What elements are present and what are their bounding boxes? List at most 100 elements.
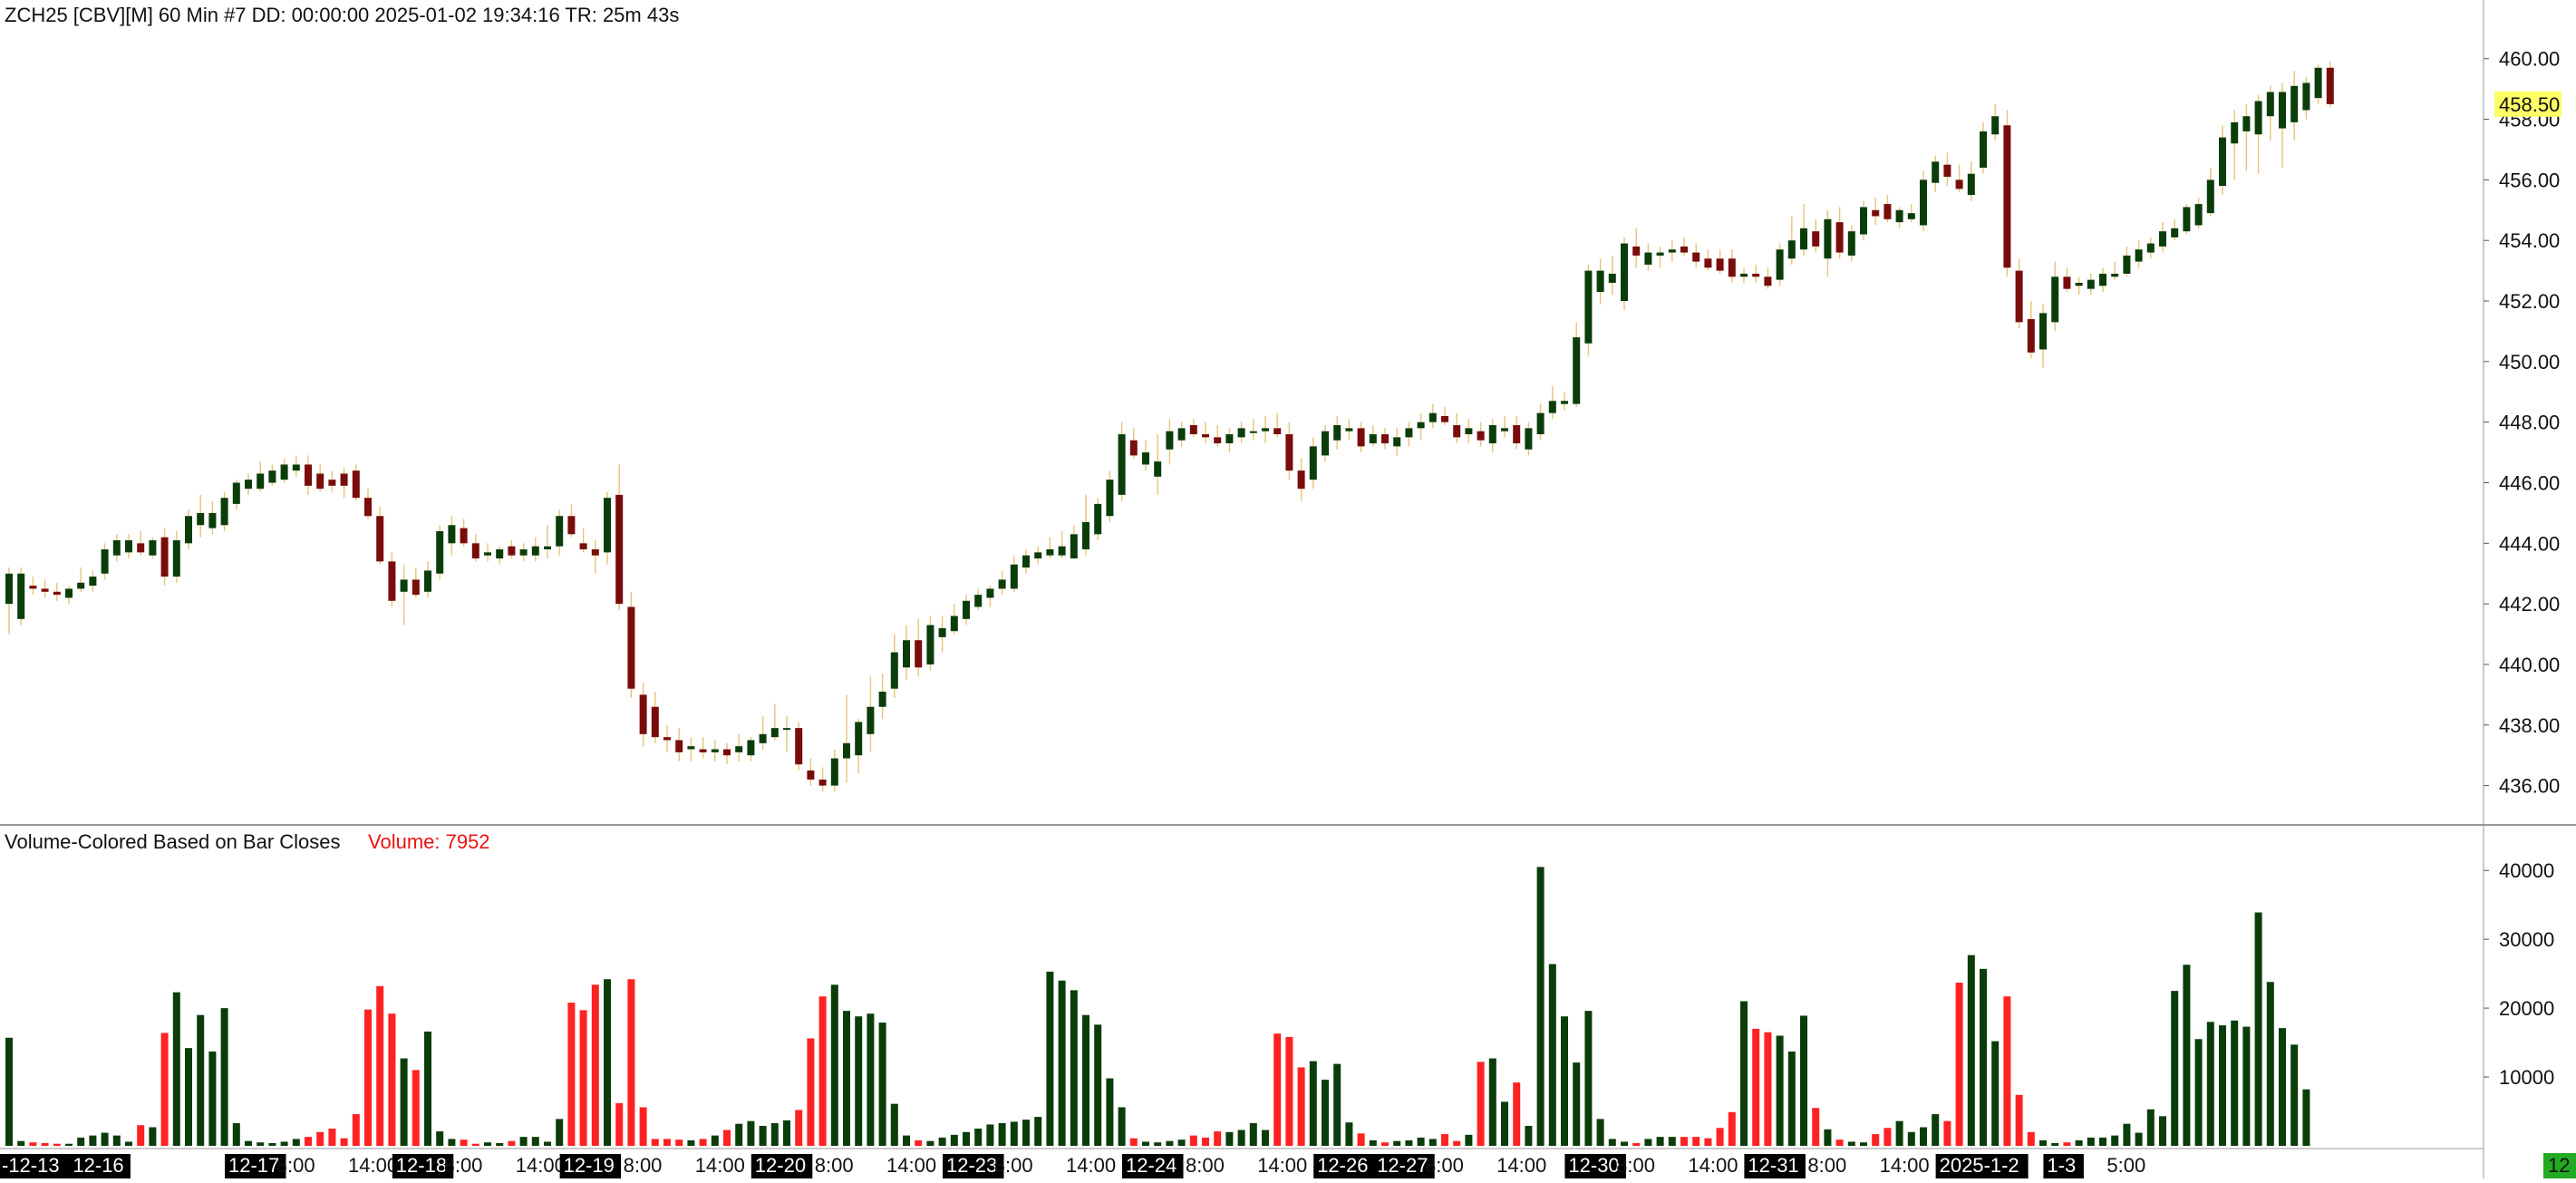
- volume-bar[interactable]: [1189, 1135, 1197, 1146]
- price-candle[interactable]: [1273, 428, 1282, 435]
- price-candle[interactable]: [1477, 431, 1485, 441]
- price-candle[interactable]: [2123, 255, 2131, 274]
- volume-bar[interactable]: [1118, 1107, 1126, 1146]
- volume-bar[interactable]: [2254, 912, 2262, 1146]
- price-candle[interactable]: [305, 464, 312, 486]
- price-candle[interactable]: [1177, 428, 1186, 441]
- volume-bar[interactable]: [1262, 1130, 1269, 1146]
- volume-bar[interactable]: [1488, 1058, 1496, 1146]
- price-candle[interactable]: [376, 516, 384, 562]
- volume-bar[interactable]: [65, 1143, 73, 1146]
- volume-bar[interactable]: [1202, 1137, 1209, 1146]
- volume-bar[interactable]: [2027, 1131, 2035, 1146]
- volume-bar[interactable]: [5, 1037, 13, 1146]
- volume-bar[interactable]: [1058, 980, 1066, 1146]
- price-candle[interactable]: [508, 546, 516, 556]
- volume-bar[interactable]: [915, 1139, 923, 1146]
- volume-bar[interactable]: [770, 1122, 779, 1146]
- volume-bar[interactable]: [1034, 1117, 1042, 1146]
- price-candle[interactable]: [735, 746, 743, 752]
- volume-bar[interactable]: [604, 979, 611, 1146]
- volume-bar[interactable]: [855, 1016, 863, 1146]
- volume-bar[interactable]: [1835, 1139, 1844, 1146]
- price-candle[interactable]: [364, 498, 372, 517]
- price-candle[interactable]: [1428, 412, 1437, 422]
- price-candle[interactable]: [172, 539, 180, 577]
- volume-bar[interactable]: [1740, 1001, 1748, 1147]
- price-candle[interactable]: [1453, 425, 1461, 438]
- price-candle[interactable]: [2279, 92, 2286, 129]
- price-candle[interactable]: [220, 498, 228, 526]
- price-candle[interactable]: [531, 546, 539, 556]
- volume-bar[interactable]: [17, 1140, 25, 1146]
- price-candle[interactable]: [125, 539, 132, 553]
- volume-bar[interactable]: [1872, 1134, 1880, 1146]
- volume-bar[interactable]: [2219, 1025, 2226, 1146]
- volume-bar[interactable]: [1644, 1139, 1652, 1146]
- volume-bar[interactable]: [1477, 1062, 1485, 1146]
- price-candle[interactable]: [1309, 446, 1317, 480]
- volume-bar[interactable]: [998, 1122, 1006, 1146]
- volume-bar[interactable]: [807, 1038, 815, 1146]
- price-candle[interactable]: [1872, 209, 1880, 217]
- price-candle[interactable]: [867, 706, 875, 734]
- volume-bar[interactable]: [1884, 1128, 1892, 1146]
- price-candle[interactable]: [699, 749, 707, 752]
- volume-bar[interactable]: [818, 996, 827, 1146]
- volume-bar[interactable]: [2039, 1139, 2047, 1146]
- price-candle[interactable]: [1034, 552, 1042, 559]
- price-candle[interactable]: [1573, 337, 1581, 404]
- volume-bar[interactable]: [974, 1129, 983, 1146]
- volume-bar[interactable]: [149, 1127, 157, 1146]
- volume-bar[interactable]: [1608, 1139, 1616, 1146]
- volume-bar[interactable]: [1465, 1134, 1473, 1146]
- price-candle[interactable]: [639, 694, 647, 734]
- volume-bar[interactable]: [1656, 1137, 1664, 1146]
- price-candle[interactable]: [257, 473, 265, 490]
- price-candle[interactable]: [1680, 246, 1688, 253]
- price-candle[interactable]: [1525, 428, 1533, 450]
- volume-bar[interactable]: [197, 1014, 205, 1146]
- volume-bar[interactable]: [687, 1139, 695, 1146]
- price-candle[interactable]: [1716, 258, 1724, 271]
- price-candle[interactable]: [1884, 204, 1892, 219]
- volume-bar[interactable]: [938, 1137, 946, 1146]
- price-candle[interactable]: [938, 627, 946, 637]
- volume-bar[interactable]: [1680, 1137, 1688, 1146]
- price-candle[interactable]: [280, 464, 288, 480]
- price-candle[interactable]: [1094, 503, 1102, 535]
- volume-bar[interactable]: [1932, 1114, 1940, 1146]
- volume-bar[interactable]: [544, 1141, 551, 1146]
- volume-bar[interactable]: [1082, 1014, 1089, 1146]
- price-candle[interactable]: [759, 733, 767, 743]
- volume-bar[interactable]: [1668, 1137, 1676, 1146]
- price-candle[interactable]: [1381, 434, 1389, 444]
- price-candle[interactable]: [53, 591, 61, 596]
- price-candle[interactable]: [770, 728, 779, 738]
- volume-bar[interactable]: [340, 1138, 348, 1146]
- price-candle[interactable]: [986, 588, 994, 598]
- price-candle[interactable]: [496, 549, 504, 559]
- volume-bar[interactable]: [125, 1141, 132, 1146]
- volume-bar[interactable]: [1812, 1108, 1820, 1146]
- price-candle[interactable]: [1106, 480, 1114, 517]
- volume-bar[interactable]: [1142, 1141, 1149, 1146]
- price-candle[interactable]: [544, 546, 551, 549]
- price-candle[interactable]: [1644, 252, 1652, 265]
- price-candle[interactable]: [160, 537, 169, 577]
- price-candle[interactable]: [2111, 273, 2119, 277]
- price-candle[interactable]: [2015, 270, 2023, 323]
- volume-bar[interactable]: [1154, 1142, 1162, 1146]
- volume-bar[interactable]: [2159, 1116, 2166, 1146]
- volume-bar[interactable]: [1297, 1067, 1305, 1146]
- volume-bar[interactable]: [424, 1031, 431, 1146]
- volume-bar[interactable]: [1536, 867, 1545, 1146]
- price-candle[interactable]: [2266, 92, 2274, 117]
- price-candle[interactable]: [65, 588, 73, 598]
- volume-bar[interactable]: [1273, 1033, 1282, 1146]
- price-candle[interactable]: [1812, 231, 1820, 247]
- volume-bar[interactable]: [185, 1048, 192, 1146]
- price-candle[interactable]: [2027, 319, 2035, 353]
- volume-bar[interactable]: [484, 1142, 491, 1146]
- price-candle[interactable]: [723, 749, 731, 756]
